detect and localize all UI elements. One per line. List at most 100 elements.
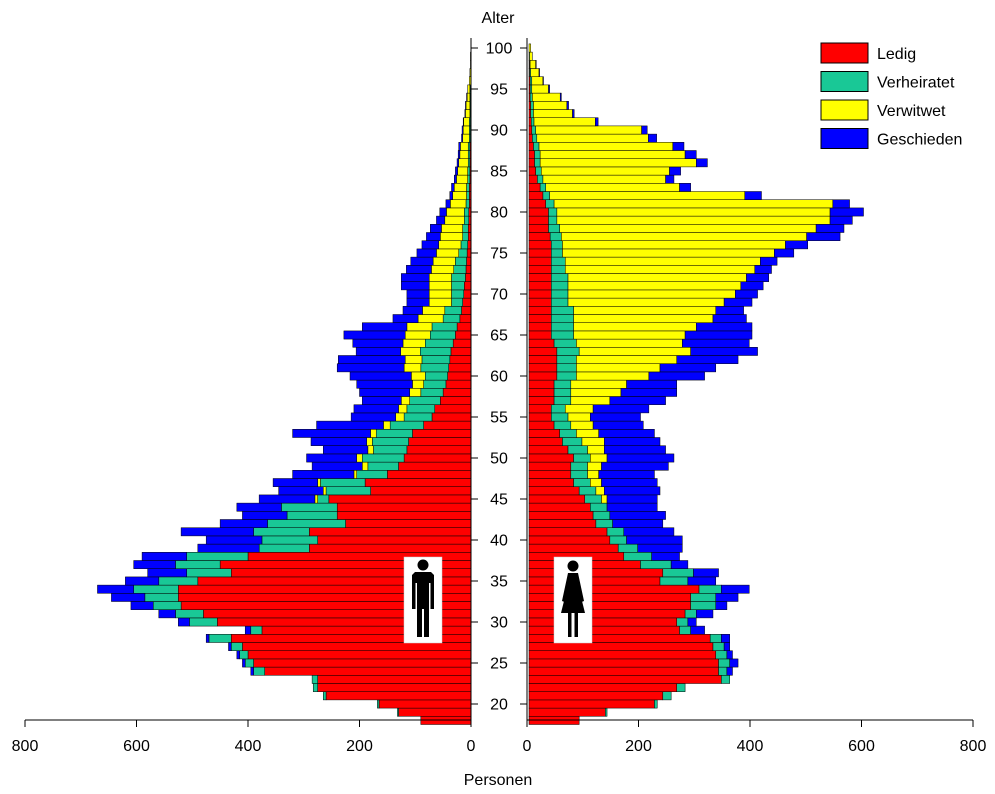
bar-right-ledig-69	[528, 297, 552, 307]
bar-left-verwitwet-89	[462, 133, 470, 143]
bar-right-geschieden-52	[604, 437, 661, 446]
bar-left-geschieden-42	[219, 519, 268, 528]
bar-left-verheiratet-41	[253, 527, 310, 537]
bar-right-verwitwet-78	[559, 224, 817, 233]
bar-left-geschieden-75	[416, 248, 437, 258]
bar-right-verwitwet-73	[564, 265, 756, 274]
bar-right-ledig-35	[528, 576, 661, 586]
bar-left-verheiratet-75	[458, 248, 468, 258]
bar-right-geschieden-29	[690, 625, 705, 635]
bar-left-verheiratet-40	[261, 535, 318, 545]
x-tick-label-right-600: 600	[848, 738, 875, 755]
bar-left-verwitwet-80	[446, 207, 465, 217]
bar-right-verheiratet-29	[679, 625, 691, 635]
bar-right-ledig-50	[528, 453, 574, 463]
bar-right-verwitwet-74	[564, 256, 761, 266]
bar-right-verwitwet-90	[535, 125, 642, 135]
bar-right-geschieden-84	[665, 174, 675, 184]
bar-left-verheiratet-51	[373, 445, 408, 455]
bar-right-ledig-44	[528, 502, 591, 512]
bar-right-ledig-21	[528, 691, 664, 701]
bar-left-verheiratet-67	[442, 314, 461, 323]
bar-left-verwitwet-49	[362, 461, 369, 471]
bar-right-geschieden-47	[601, 478, 658, 487]
bar-left-ledig-49	[398, 461, 472, 471]
bar-right-geschieden-28	[721, 634, 730, 643]
bar-left-ledig-48	[387, 470, 472, 479]
bar-right-verheiratet-26	[715, 650, 728, 660]
bar-left-geschieden-57	[362, 396, 402, 405]
bar-right-geschieden-42	[612, 519, 664, 528]
bar-right-ledig-26	[528, 650, 717, 660]
bar-left-verwitwet-61	[403, 363, 422, 373]
bar-right-geschieden-96	[542, 76, 544, 86]
bar-right-verheiratet-37	[640, 560, 672, 569]
bar-right-verheiratet-73	[551, 265, 566, 274]
female-silhouette-icon	[553, 556, 593, 644]
bar-right-ledig-78	[528, 224, 549, 233]
bar-left-ledig-23	[317, 675, 472, 684]
bar-right-geschieden-43	[609, 511, 666, 520]
bar-left-geschieden-61	[336, 363, 405, 373]
bar-right-verheiratet-71	[551, 281, 569, 291]
bar-right-ledig-30	[528, 617, 677, 627]
bar-left-verheiratet-79	[464, 215, 470, 225]
bar-left-verheiratet-77	[462, 232, 469, 241]
bar-right-verheiratet-60	[556, 371, 577, 381]
bar-right-geschieden-74	[760, 256, 778, 266]
bar-right-geschieden-78	[815, 224, 845, 233]
bar-right-verwitwet-58	[570, 388, 622, 397]
bar-right-verwitwet-77	[561, 232, 807, 241]
bar-left-verheiratet-22	[312, 683, 318, 692]
bar-left-ledig-61	[448, 363, 472, 373]
age-tick-label-95: 95	[490, 82, 508, 99]
bar-right-verwitwet-47	[590, 478, 602, 487]
bar-left-ledig-65	[455, 330, 472, 340]
bar-left-ledig-42	[345, 519, 472, 528]
bar-right-ledig-86	[528, 158, 535, 168]
bar-right-verwitwet-54	[570, 420, 594, 430]
bar-right-verheiratet-28	[709, 634, 722, 643]
bar-right-ledig-75	[528, 248, 552, 258]
x-tick-label-right-0: 0	[523, 738, 532, 755]
bar-left-ledig-54	[423, 420, 472, 430]
bar-left-verwitwet-50	[356, 453, 363, 463]
bar-right-ledig-47	[528, 478, 574, 487]
bar-left-geschieden-66	[362, 322, 408, 332]
bar-right-verheiratet-68	[551, 306, 574, 315]
bar-left-ledig-50	[403, 453, 472, 463]
bar-right-ledig-92	[528, 109, 531, 118]
bar-left-verwitwet-73	[431, 265, 454, 274]
bar-right-geschieden-25	[729, 658, 739, 668]
bar-left-verheiratet-21	[323, 691, 327, 701]
bar-right-verheiratet-67	[551, 314, 574, 323]
bar-right-ledig-29	[528, 625, 680, 635]
bar-right-ledig-39	[528, 543, 619, 553]
bar-left-verheiratet-55	[403, 412, 433, 422]
bar-right-verheiratet-40	[609, 535, 627, 545]
bar-right-verheiratet-52	[562, 437, 583, 446]
bar-right-geschieden-92	[572, 109, 575, 118]
bar-right-geschieden-31	[696, 609, 714, 619]
bar-left-geschieden-56	[353, 404, 399, 414]
bar-left-geschieden-36	[147, 568, 187, 578]
bar-left-geschieden-74	[410, 256, 434, 266]
female-bars	[528, 43, 864, 725]
age-tick-label-50: 50	[490, 451, 508, 468]
bar-right-geschieden-89	[648, 133, 657, 143]
bar-left-verwitwet-56	[398, 404, 408, 414]
bar-left-geschieden-34	[97, 584, 134, 594]
legend-swatch-verheiratet	[820, 71, 869, 92]
bar-right-geschieden-30	[687, 617, 697, 627]
bar-right-verheiratet-93	[530, 101, 534, 110]
bar-left-verwitwet-51	[367, 445, 374, 455]
age-tick-label-45: 45	[490, 492, 508, 509]
bar-right-verheiratet-43	[592, 511, 611, 520]
bar-left-geschieden-28	[205, 634, 210, 643]
bar-left-geschieden-25	[242, 658, 246, 668]
bar-left-verwitwet-90	[462, 125, 470, 135]
bar-left-ledig-41	[309, 527, 472, 537]
legend-swatch-geschieden	[820, 128, 869, 149]
bar-left-verheiratet-81	[465, 199, 470, 209]
bar-left-verheiratet-26	[239, 650, 249, 660]
